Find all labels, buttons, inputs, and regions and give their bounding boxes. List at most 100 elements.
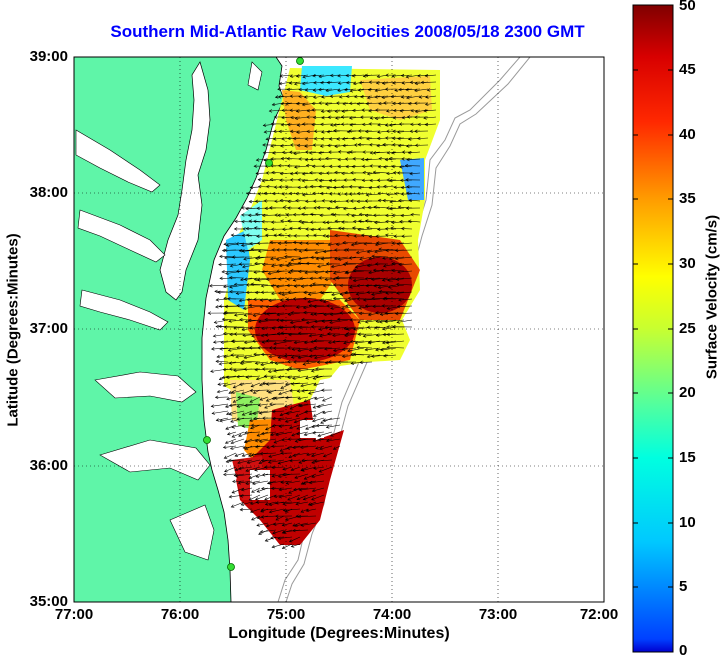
velocity-arrow bbox=[275, 515, 285, 521]
velocity-arrow bbox=[299, 403, 317, 407]
velocity-arrow bbox=[398, 298, 413, 301]
velocity-arrow-head bbox=[255, 376, 260, 381]
velocity-arrow-head bbox=[305, 508, 310, 513]
velocity-arrow-head bbox=[223, 354, 227, 359]
velocity-arrow-head bbox=[288, 454, 292, 459]
velocity-arrow-head bbox=[297, 206, 301, 210]
velocity-arrow-head bbox=[358, 219, 362, 223]
velocity-arrow-head bbox=[280, 331, 284, 335]
velocity-arrow bbox=[216, 361, 229, 363]
velocity-arrow bbox=[223, 242, 237, 245]
velocity-arrow bbox=[319, 298, 333, 301]
velocity-arrow-head bbox=[266, 312, 270, 316]
velocity-arrow bbox=[398, 263, 413, 265]
velocity-arrow-head bbox=[342, 206, 347, 211]
velocity-arrow bbox=[344, 298, 357, 302]
velocity-arrow-head bbox=[308, 303, 312, 308]
velocity-arrow-head bbox=[302, 296, 307, 301]
velocity-arrow-head bbox=[398, 87, 402, 92]
velocity-arrow-head bbox=[290, 355, 295, 359]
y-tick-label: 37:00 bbox=[29, 320, 68, 337]
velocity-arrow-head bbox=[234, 453, 239, 457]
velocity-arrow-head bbox=[330, 264, 335, 269]
velocity-arrow-head bbox=[377, 164, 382, 169]
velocity-arrow-head bbox=[369, 143, 373, 147]
velocity-arrow-head bbox=[293, 234, 297, 238]
velocity-arrow-head bbox=[218, 377, 223, 381]
velocity-arrow-head bbox=[238, 248, 243, 253]
velocity-arrow-head bbox=[364, 219, 369, 223]
velocity-arrow-head bbox=[353, 234, 357, 238]
velocity-arrow-head bbox=[301, 102, 306, 107]
velocity-arrow-head bbox=[388, 123, 393, 127]
velocity-arrow-head bbox=[258, 439, 263, 444]
velocity-arrow-head bbox=[241, 347, 245, 351]
velocity-arrow bbox=[387, 151, 397, 154]
velocity-arrow-head bbox=[285, 411, 290, 415]
velocity-arrow-head bbox=[333, 256, 338, 261]
velocity-arrow-head bbox=[373, 284, 377, 288]
velocity-arrow bbox=[302, 81, 317, 85]
velocity-arrow bbox=[344, 333, 357, 337]
velocity-arrow bbox=[319, 333, 333, 337]
y-axis-label: Latitude (Degrees:Minutes) bbox=[4, 233, 22, 427]
velocity-arrow-head bbox=[274, 199, 278, 203]
x-tick-label: 76:00 bbox=[160, 606, 200, 623]
velocity-arrow-head bbox=[218, 324, 222, 329]
velocity-arrow-head bbox=[303, 417, 307, 421]
velocity-arrow-head bbox=[293, 340, 298, 345]
velocity-arrow bbox=[249, 305, 269, 307]
velocity-arrow-head bbox=[313, 338, 318, 343]
velocity-arrow bbox=[244, 431, 261, 434]
velocity-arrow-head bbox=[282, 508, 287, 512]
velocity-arrow-head bbox=[337, 192, 341, 196]
velocity-arrow-head bbox=[278, 487, 283, 492]
colorbar-tick-label: 10 bbox=[679, 514, 696, 531]
velocity-arrow-head bbox=[302, 362, 306, 366]
velocity-arrow-head bbox=[279, 298, 284, 302]
velocity-arrow-head bbox=[317, 227, 321, 231]
velocity-arrow bbox=[408, 220, 421, 223]
velocity-arrow-head bbox=[299, 403, 303, 408]
velocity-arrow bbox=[278, 536, 293, 539]
velocity-arrow bbox=[291, 354, 309, 358]
velocity-arrow-head bbox=[305, 241, 309, 245]
velocity-arrow bbox=[363, 298, 381, 301]
velocity-arrow bbox=[333, 347, 349, 352]
velocity-arrow-head bbox=[314, 250, 319, 255]
velocity-arrow-head bbox=[223, 325, 227, 329]
velocity-arrow-head bbox=[278, 129, 282, 134]
velocity-arrow bbox=[289, 459, 301, 462]
velocity-arrow-head bbox=[249, 399, 254, 403]
velocity-arrow-head bbox=[401, 226, 405, 231]
velocity-arrow-head bbox=[377, 123, 381, 127]
velocity-arrow-head bbox=[406, 96, 410, 100]
velocity-arrow bbox=[287, 494, 301, 501]
velocity-arrow-head bbox=[293, 420, 298, 424]
velocity-arrow bbox=[291, 466, 301, 471]
velocity-arrow bbox=[330, 123, 341, 126]
velocity-arrow-head bbox=[400, 185, 405, 190]
velocity-arrow bbox=[279, 74, 293, 77]
velocity-arrow-head bbox=[241, 206, 245, 210]
velocity-arrow-head bbox=[341, 137, 346, 141]
velocity-arrow-head bbox=[287, 136, 291, 141]
velocity-arrow bbox=[272, 417, 285, 420]
velocity-arrow bbox=[310, 312, 325, 315]
velocity-arrow-head bbox=[350, 361, 354, 365]
velocity-arrow bbox=[409, 172, 421, 175]
velocity-arrow bbox=[272, 410, 285, 413]
velocity-arrow-head bbox=[371, 254, 375, 258]
velocity-arrow bbox=[255, 445, 269, 448]
velocity-arrow bbox=[268, 480, 285, 484]
velocity-arrow-head bbox=[352, 278, 357, 283]
velocity-arrow-head bbox=[268, 510, 273, 514]
velocity-arrow bbox=[280, 200, 293, 202]
velocity-arrow-head bbox=[289, 269, 294, 273]
velocity-arrow bbox=[274, 494, 285, 498]
velocity-arrow-head bbox=[216, 389, 221, 394]
velocity-arrow-head bbox=[312, 143, 316, 147]
velocity-arrow bbox=[222, 318, 237, 321]
velocity-arrow-head bbox=[332, 348, 337, 353]
velocity-arrow bbox=[228, 319, 245, 322]
